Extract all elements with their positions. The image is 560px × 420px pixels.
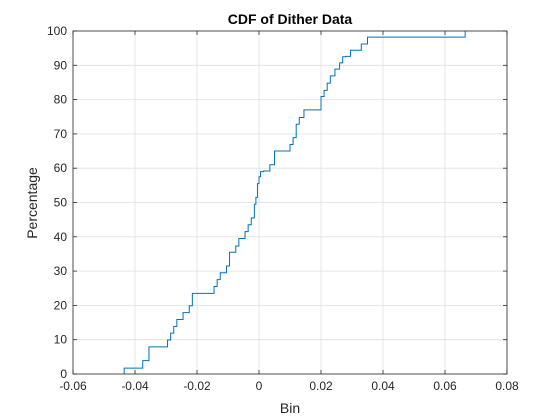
x-tick-label: -0.02 — [183, 379, 211, 393]
x-tick-label: 0.04 — [371, 379, 395, 393]
y-tick-label: 80 — [54, 93, 68, 107]
x-tick-label: 0.08 — [495, 379, 519, 393]
tick-marks — [72, 30, 508, 375]
x-tick-label: 0.06 — [433, 379, 457, 393]
chart-title: CDF of Dither Data — [228, 11, 353, 27]
x-tick-label: -0.04 — [121, 379, 149, 393]
y-tick-label: 100 — [47, 24, 67, 38]
y-tick-label: 90 — [54, 58, 68, 72]
y-tick-label: 50 — [54, 196, 68, 210]
y-tick-label: 20 — [54, 298, 68, 312]
y-axis-label: Percentage — [24, 167, 40, 239]
y-tick-label: 40 — [54, 230, 68, 244]
x-tick-label: 0 — [256, 379, 263, 393]
x-tick-label: 0.02 — [309, 379, 333, 393]
cdf-series-line — [123, 31, 466, 374]
x-tick-labels: -0.06 -0.04 -0.02 0 0.02 0.04 0.06 0.08 — [59, 379, 519, 393]
y-tick-labels: 0 10 20 30 40 50 60 70 80 90 100 — [47, 24, 67, 381]
y-tick-label: 0 — [60, 367, 67, 381]
x-axis-label: Bin — [280, 400, 300, 416]
y-tick-label: 70 — [54, 127, 68, 141]
y-tick-label: 30 — [54, 264, 68, 278]
y-tick-label: 60 — [54, 161, 68, 175]
y-tick-label: 10 — [54, 333, 68, 347]
x-tick-label: -0.06 — [59, 379, 87, 393]
